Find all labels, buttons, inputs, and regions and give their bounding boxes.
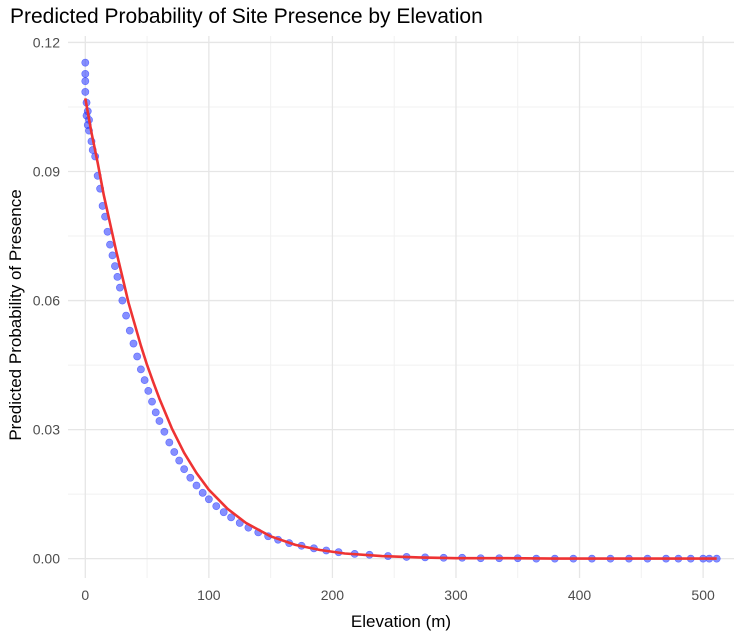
data-point xyxy=(129,339,138,348)
x-tick-label: 400 xyxy=(568,587,592,603)
data-point xyxy=(219,508,228,517)
y-tick-label: 0.00 xyxy=(33,551,60,567)
chart-title: Predicted Probability of Site Presence b… xyxy=(10,5,483,28)
x-tick-label: 0 xyxy=(81,587,89,603)
data-point xyxy=(204,495,213,504)
data-point xyxy=(227,513,236,522)
data-point xyxy=(81,77,90,86)
data-point xyxy=(170,448,179,456)
data-point xyxy=(175,456,184,465)
data-point xyxy=(122,311,130,320)
data-point xyxy=(106,240,114,249)
y-axis-label: Predicted Probability of Presence xyxy=(6,189,25,441)
x-tick-label: 200 xyxy=(321,587,345,603)
data-point xyxy=(133,352,142,361)
data-point xyxy=(165,438,174,447)
x-axis-label: Elevation (m) xyxy=(350,612,452,631)
data-point xyxy=(151,408,160,417)
data-point xyxy=(192,481,201,490)
data-point xyxy=(115,283,124,292)
data-point xyxy=(81,88,90,96)
fitted-curve xyxy=(84,98,717,560)
data-point xyxy=(160,427,169,436)
x-tick-label: 100 xyxy=(197,587,221,603)
x-tick-label: 300 xyxy=(444,587,468,603)
data-point xyxy=(140,376,149,385)
data-point xyxy=(198,488,207,497)
data-point xyxy=(118,296,127,305)
y-tick-label: 0.03 xyxy=(33,422,60,438)
data-point xyxy=(125,326,134,335)
x-tick-label: 500 xyxy=(691,587,715,603)
data-point xyxy=(113,272,122,281)
data-point xyxy=(148,397,156,406)
data-point xyxy=(81,58,90,67)
data-point xyxy=(180,465,189,474)
data-point xyxy=(111,262,119,271)
data-point xyxy=(155,417,164,425)
y-tick-label: 0.06 xyxy=(33,293,60,309)
data-point xyxy=(81,69,90,78)
data-point xyxy=(108,251,117,260)
data-point xyxy=(137,365,145,374)
y-tick-label: 0.12 xyxy=(33,34,60,50)
y-tick-label: 0.09 xyxy=(33,164,60,180)
data-point xyxy=(212,502,221,511)
data-point xyxy=(186,473,195,482)
data-point xyxy=(144,386,153,395)
